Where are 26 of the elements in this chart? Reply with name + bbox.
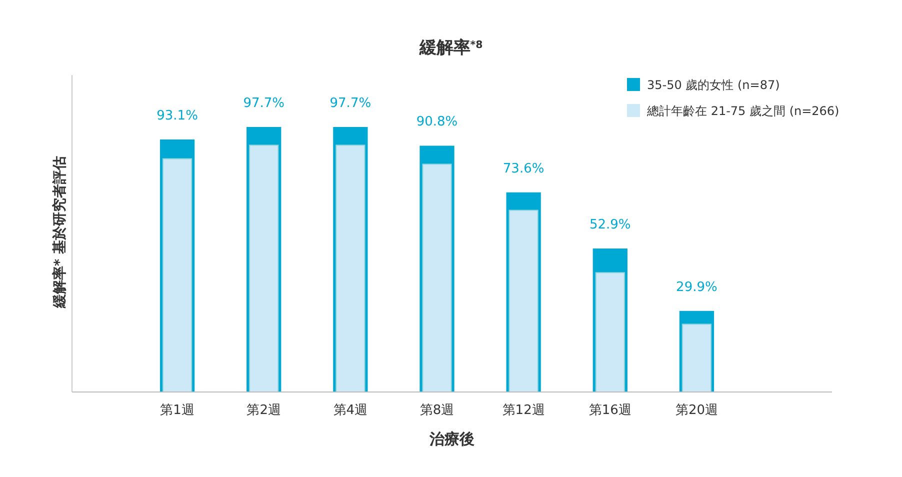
- bar: [595, 272, 625, 392]
- data-label: 93.1%: [156, 108, 198, 124]
- data-label: 73.6%: [502, 161, 544, 176]
- data-label: 29.9%: [676, 280, 718, 295]
- legend-label: 35-50 歲的女性 (n=87): [647, 78, 780, 92]
- x-tick-label: 第4週: [333, 403, 368, 418]
- bar: [336, 144, 366, 392]
- bar: [162, 158, 192, 392]
- chart-title: 緩解率$^{*8}$: [418, 38, 483, 58]
- data-label: 90.8%: [416, 114, 458, 130]
- x-tick-label: 第12週: [502, 403, 545, 418]
- bar: [508, 210, 538, 392]
- data-label: 97.7%: [243, 96, 285, 111]
- data-label: 52.9%: [589, 218, 631, 233]
- x-tick-label: 第2週: [246, 403, 281, 418]
- bar: [422, 164, 452, 392]
- x-tick-label: 第20週: [675, 403, 718, 418]
- bar: [249, 144, 279, 392]
- data-label: 97.7%: [330, 96, 372, 111]
- bar: [682, 324, 712, 392]
- x-axis-title: 治療後: [428, 430, 474, 448]
- x-tick-label: 第16週: [588, 403, 632, 418]
- x-tick-label: 第8週: [420, 403, 454, 418]
- x-tick-label: 第1週: [160, 403, 194, 418]
- legend-label: 總計年齡在 21-75 歲之間 (n=266): [646, 104, 840, 118]
- y-axis-title: 緩解率* 基於研究者評估: [51, 156, 68, 310]
